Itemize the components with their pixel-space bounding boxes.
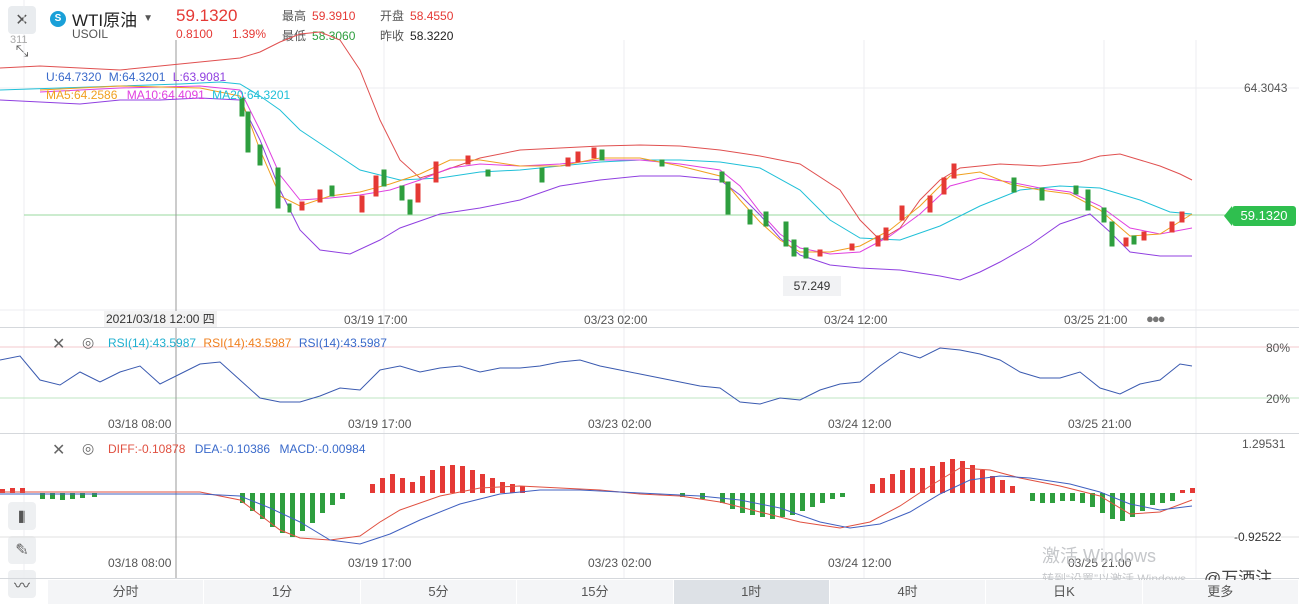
symbol-code: USOIL (72, 27, 109, 41)
rsi-y-80: 80% (1266, 341, 1291, 355)
tab-fenshi[interactable]: 分时 (48, 580, 205, 604)
rsi-line (0, 347, 1193, 405)
boll-upper-line (0, 31, 1193, 241)
x-label: 03/23 02:00 (584, 313, 648, 327)
low-price-tag: 57.249 (783, 276, 841, 296)
price-change: 0.8100 (176, 27, 213, 41)
x-label: 03/23 02:00 (588, 556, 652, 570)
y-top-left: 311 (10, 34, 28, 46)
close-icon[interactable]: ✕ (52, 336, 66, 353)
x-label: 03/19 17:00 (348, 417, 412, 431)
eye-icon[interactable]: ◎ (82, 440, 95, 456)
draw-icon[interactable]: ✎ (8, 536, 36, 564)
chart-icon[interactable]: 〰 (8, 570, 36, 598)
symbol-selector[interactable]: S WTI原油 ▼ (50, 6, 153, 31)
x-label: 03/19 17:00 (344, 313, 408, 327)
candlesticks (239, 97, 1185, 259)
price-change-pct: 1.39% (232, 27, 267, 41)
candle-type-icon[interactable]: ▮ (8, 502, 36, 530)
macd-y-top: 1.29531 (1242, 437, 1286, 451)
symbol-icon: S (50, 10, 66, 27)
ma-legend: MA5:64.2586 MA10:64.4091 MA20:64.3201 (46, 88, 291, 102)
rsi-legend: RSI(14):43.5987 RSI(14):43.5987 RSI(14):… (108, 336, 387, 350)
tab-daily[interactable]: 日K (986, 580, 1143, 604)
more-dots-icon[interactable]: ●●● (1146, 311, 1166, 326)
ma10-line (39, 85, 1193, 255)
x-label: 03/18 08:00 (108, 417, 172, 431)
x-label: 03/25 21:00 (1068, 556, 1132, 570)
diff-line (0, 467, 1193, 541)
macd-y-bottom: -0.92522 (1234, 530, 1282, 544)
boll-legend: U:64.7320 M:64.3201 L:63.9081 (46, 70, 227, 84)
ma5-line (39, 85, 1193, 253)
x-label: 03/18 08:00 (108, 556, 172, 570)
last-price: 59.1320 (176, 6, 238, 25)
timeframe-tabs: 分时 1分 5分 15分 1时 4时 日K 更多 (48, 580, 1299, 604)
symbol-name: WTI原油 (72, 11, 138, 30)
high-stat: 最高 59.3910 (282, 9, 356, 23)
close-icon[interactable]: ✕ (8, 6, 36, 34)
eye-icon[interactable]: ◎ (82, 334, 95, 350)
current-price-tag: 59.1320 (1224, 206, 1296, 226)
rsi-y-20: 20% (1266, 392, 1291, 406)
compress-icon[interactable]: ⤡ (8, 38, 36, 66)
close-icon[interactable]: ✕ (52, 442, 66, 459)
x-label: 03/23 02:00 (588, 417, 652, 431)
low-stat: 最低 58.3060 (282, 29, 356, 43)
boll-mid-line (0, 81, 1193, 241)
x-label: 03/19 17:00 (348, 556, 412, 570)
tab-4hour[interactable]: 4时 (829, 580, 987, 604)
x-label: 03/24 12:00 (824, 313, 888, 327)
tab-5min[interactable]: 5分 (360, 580, 518, 604)
dea-line (0, 475, 1193, 545)
cursor-date-tag: 2021/03/18 12:00 四 (104, 311, 217, 327)
tab-1min[interactable]: 1分 (204, 580, 361, 604)
y-axis-top: 64.3043 (1244, 81, 1288, 95)
quote-header: S WTI原油 ▼ USOIL 59.1320 0.8100 1.39% 最高 5… (44, 0, 604, 46)
open-stat: 开盘 58.4550 (380, 9, 454, 23)
macd-legend: DIFF:-0.10878 DEA:-0.10386 MACD:-0.00984 (108, 442, 366, 456)
tab-more[interactable]: 更多 (1142, 580, 1299, 604)
tab-1hour[interactable]: 1时 (673, 580, 830, 604)
prev-close-stat: 昨收 58.3220 (380, 29, 454, 43)
x-label: 03/25 21:00 (1068, 417, 1132, 431)
chevron-down-icon[interactable]: ▼ (143, 13, 154, 24)
x-label: 03/25 21:00 (1064, 313, 1128, 327)
macd-histogram (0, 459, 1195, 537)
x-label: 03/24 12:00 (828, 556, 892, 570)
tab-15min[interactable]: 15分 (517, 580, 674, 604)
x-label: 03/24 12:00 (828, 417, 892, 431)
